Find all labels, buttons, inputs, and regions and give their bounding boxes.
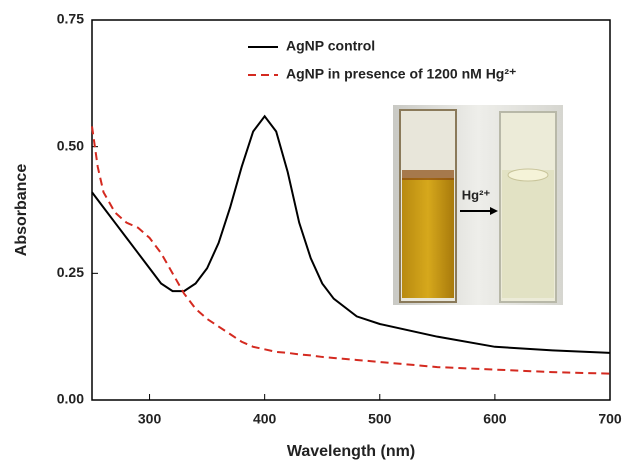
x-tick-label: 300 [138, 411, 162, 427]
y-axis-label: Absorbance [13, 164, 30, 257]
inset-label: Hg²⁺ [462, 187, 491, 202]
x-axis-label: Wavelength (nm) [287, 443, 415, 460]
x-tick-label: 400 [253, 411, 277, 427]
inset-photo [393, 105, 563, 305]
y-tick-label: 0.25 [57, 264, 84, 280]
y-tick-label: 0.75 [57, 11, 84, 27]
series-line [91, 114, 611, 354]
x-tick-label: 600 [483, 411, 507, 427]
legend-label: AgNP in presence of 1200 nM Hg²⁺ [286, 66, 516, 82]
x-tick-label: 700 [598, 411, 622, 427]
y-tick-label: 0.50 [57, 137, 84, 153]
plot-frame [91, 19, 611, 401]
x-tick-label: 500 [368, 411, 392, 427]
legend-label: AgNP control [286, 38, 375, 54]
series-line [91, 126, 611, 375]
y-tick-label: 0.00 [57, 391, 84, 407]
